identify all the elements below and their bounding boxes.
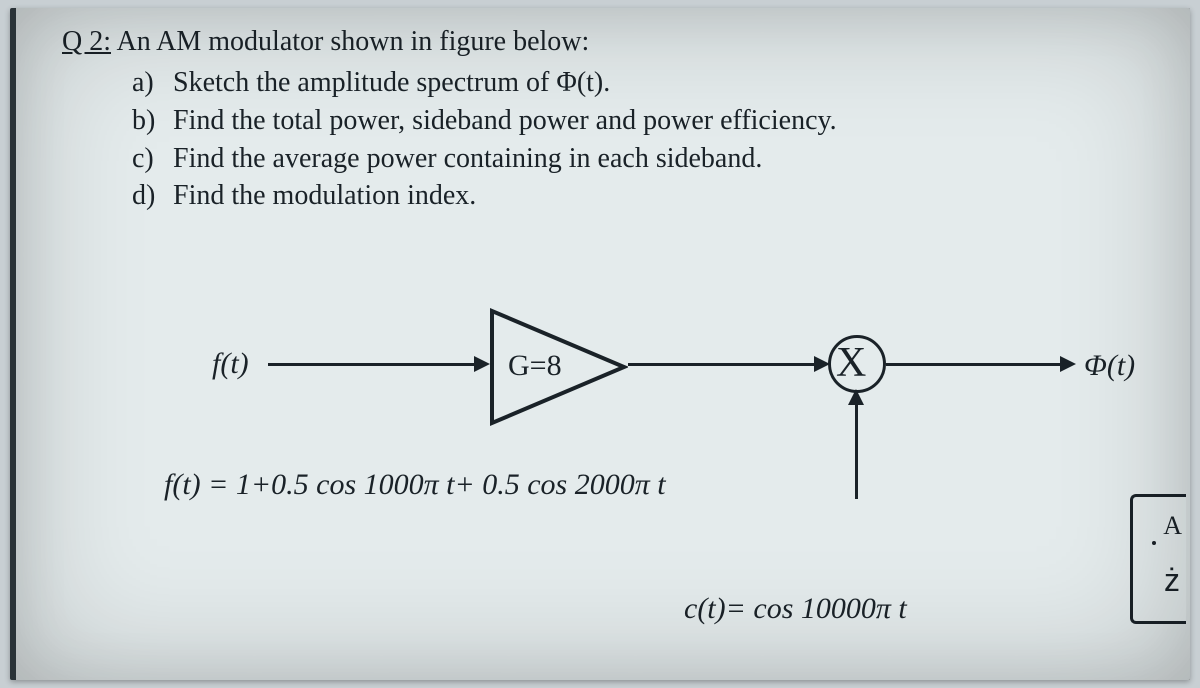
message-signal-equation: f(t) = 1+0.5 cos 1000π t+ 0.5 cos 2000π … <box>164 468 666 502</box>
question-prompt: An AM modulator shown in figure below: <box>116 26 589 57</box>
stub-glyph-bottom: ż <box>1164 562 1180 599</box>
subitem-text: Find the modulation index. <box>173 180 476 211</box>
carrier-signal-equation: c(t)= cos 10000π t <box>684 592 907 626</box>
amplifier-gain-label: G=8 <box>508 349 562 383</box>
arrowhead-up-icon <box>848 389 864 405</box>
subitem-c: c) Find the average power containing in … <box>132 140 1162 178</box>
output-signal-label: Φ(t) <box>1084 349 1135 383</box>
wire-carrier-to-mixer <box>855 393 858 499</box>
wire-mixer-to-output <box>886 363 1062 366</box>
subitem-d: d) Find the modulation index. <box>132 177 1162 215</box>
wire-amp-to-mixer <box>628 363 818 366</box>
wire-input-to-amp <box>268 363 478 366</box>
arrowhead-icon <box>1060 356 1076 372</box>
question-number: Q 2: <box>62 26 111 57</box>
subitem-letter: b) <box>132 102 166 140</box>
subitem-text: Find the average power containing in eac… <box>173 143 762 174</box>
mixer-symbol: X <box>836 339 866 387</box>
subitem-letter: d) <box>132 177 166 215</box>
page-edge-stub: A ż <box>1130 494 1186 624</box>
question-subitems: a) Sketch the amplitude spectrum of Φ(t)… <box>132 64 1162 215</box>
subitem-a: a) Sketch the amplitude spectrum of Φ(t)… <box>132 64 1162 102</box>
stub-dot-icon <box>1152 541 1156 545</box>
question-heading: Q 2: An AM modulator shown in figure bel… <box>62 26 1162 58</box>
subitem-letter: a) <box>132 64 166 102</box>
stub-glyph-top: A <box>1163 511 1182 541</box>
input-signal-label: f(t) <box>212 347 249 381</box>
subitem-b: b) Find the total power, sideband power … <box>132 102 1162 140</box>
exam-page: Q 2: An AM modulator shown in figure bel… <box>10 8 1190 680</box>
subitem-letter: c) <box>132 140 166 178</box>
subitem-text: Find the total power, sideband power and… <box>173 105 837 136</box>
subitem-text: Sketch the amplitude spectrum of Φ(t). <box>173 67 610 98</box>
modulator-diagram: f(t) G=8 X Φ(t) <box>62 267 1162 497</box>
